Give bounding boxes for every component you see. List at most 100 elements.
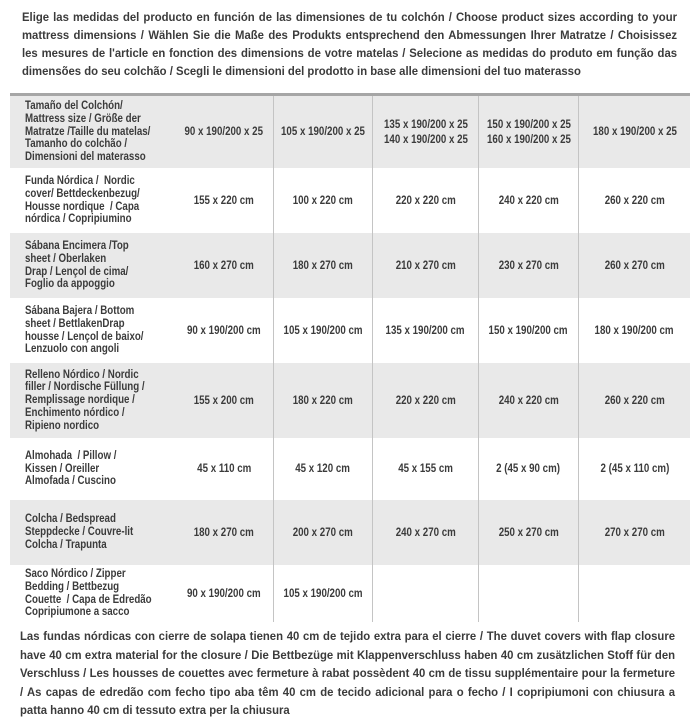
table-row-bottom-sheet: Sábana Bajera / Bottom sheet / Bettlaken…	[10, 298, 690, 363]
size-value: 180 x 190/200 cm	[594, 323, 675, 337]
size-value: 240 x 270 cm	[395, 525, 456, 539]
table-row-bedspread: Colcha / Bedspread Steppdecke / Couvre-l…	[10, 500, 690, 565]
size-value: 250 x 270 cm	[498, 525, 559, 539]
table-row-nordic-cover: Funda Nórdica / Nordic cover/ Bettdecken…	[10, 168, 690, 233]
table-row-nordic-filler: Relleno Nórdico / Nordic filler / Nordis…	[10, 363, 690, 438]
size-value: 90 x 190/200 cm	[187, 586, 261, 600]
size-cell: 180 x 220 cm	[273, 363, 372, 438]
product-name-cell: Relleno Nórdico / Nordic filler / Nordis…	[10, 363, 175, 438]
size-value: 260 x 270 cm	[604, 258, 665, 272]
size-cell: 135 x 190/200 cm	[372, 298, 478, 363]
size-value: 90 x 190/200 cm	[187, 323, 261, 337]
size-cell: 105 x 190/200 x 25	[273, 96, 372, 168]
product-name-cell: Colcha / Bedspread Steppdecke / Couvre-l…	[10, 500, 175, 565]
product-name-cell: Sábana Encimera /Top sheet / Oberlaken D…	[10, 233, 175, 298]
size-value: 180 x 190/200 x 25	[592, 125, 677, 139]
table-row-top-sheet: Sábana Encimera /Top sheet / Oberlaken D…	[10, 233, 690, 298]
note-text: Las fundas nórdicas con cierre de solapa…	[20, 629, 676, 717]
size-cell: 105 x 190/200 cm	[273, 565, 372, 622]
size-cell: 90 x 190/200 cm	[175, 565, 273, 622]
size-value: 100 x 220 cm	[292, 193, 354, 207]
size-cell: 260 x 270 cm	[578, 233, 690, 298]
product-name: Tamaño del Colchón/ Mattress size / Größ…	[25, 99, 151, 164]
product-name: Sábana Encimera /Top sheet / Oberlaken D…	[25, 238, 129, 291]
size-value: 220 x 220 cm	[395, 393, 456, 407]
size-value: 150 x 190/200 x 25 160 x 190/200 x 25	[486, 117, 571, 147]
size-cell: 150 x 190/200 cm	[478, 298, 578, 363]
size-value: 260 x 220 cm	[604, 193, 665, 207]
size-cell: 180 x 270 cm	[273, 233, 372, 298]
size-value: 135 x 190/200 x 25 140 x 190/200 x 25	[383, 117, 468, 147]
size-value: 240 x 220 cm	[498, 393, 559, 407]
product-name: Almohada / Pillow / Kissen / Oreiller Al…	[25, 448, 117, 488]
size-cell: 230 x 270 cm	[478, 233, 578, 298]
size-cell: 220 x 220 cm	[372, 168, 478, 233]
product-name-cell: Funda Nórdica / Nordic cover/ Bettdecken…	[10, 168, 175, 233]
size-cell: 220 x 220 cm	[372, 363, 478, 438]
size-cell: 260 x 220 cm	[578, 168, 690, 233]
size-table: Tamaño del Colchón/ Mattress size / Größ…	[10, 93, 690, 622]
size-value: 180 x 270 cm	[292, 258, 354, 272]
size-cell	[478, 565, 578, 622]
size-value: 210 x 270 cm	[395, 258, 456, 272]
size-value: 105 x 190/200 cm	[283, 586, 363, 600]
size-cell	[372, 565, 478, 622]
size-value: 45 x 155 cm	[398, 462, 453, 476]
size-value: 220 x 220 cm	[395, 193, 456, 207]
size-cell: 180 x 270 cm	[175, 500, 273, 565]
size-cell: 45 x 120 cm	[273, 438, 372, 500]
size-cell: 240 x 220 cm	[478, 363, 578, 438]
size-cell: 160 x 270 cm	[175, 233, 273, 298]
size-value: 155 x 200 cm	[193, 393, 255, 407]
size-value: 180 x 220 cm	[292, 393, 354, 407]
size-value: 155 x 220 cm	[193, 193, 255, 207]
size-cell: 240 x 220 cm	[478, 168, 578, 233]
size-cell: 250 x 270 cm	[478, 500, 578, 565]
size-cell: 200 x 270 cm	[273, 500, 372, 565]
size-value: 135 x 190/200 cm	[385, 323, 466, 337]
size-cell: 210 x 270 cm	[372, 233, 478, 298]
size-cell: 2 (45 x 90 cm)	[478, 438, 578, 500]
size-cell: 45 x 110 cm	[175, 438, 273, 500]
table-row-pillow: Almohada / Pillow / Kissen / Oreiller Al…	[10, 438, 690, 500]
size-value: 105 x 190/200 x 25	[281, 125, 365, 139]
product-name-cell: Tamaño del Colchón/ Mattress size / Größ…	[10, 96, 175, 168]
size-value: 160 x 270 cm	[193, 258, 255, 272]
size-cell: 155 x 220 cm	[175, 168, 273, 233]
size-cell: 260 x 220 cm	[578, 363, 690, 438]
size-cell: 90 x 190/200 cm	[175, 298, 273, 363]
size-cell: 100 x 220 cm	[273, 168, 372, 233]
size-value: 240 x 220 cm	[498, 193, 559, 207]
size-cell: 180 x 190/200 cm	[578, 298, 690, 363]
size-cell: 2 (45 x 110 cm)	[578, 438, 690, 500]
size-cell: 240 x 270 cm	[372, 500, 478, 565]
size-cell: 45 x 155 cm	[372, 438, 478, 500]
size-value: 200 x 270 cm	[292, 525, 354, 539]
intro-text: Elige las medidas del producto en funció…	[22, 10, 678, 78]
table-row-mattress-size: Tamaño del Colchón/ Mattress size / Größ…	[10, 96, 690, 168]
size-value: 45 x 120 cm	[295, 462, 351, 476]
size-value: 2 (45 x 110 cm)	[600, 462, 669, 476]
size-cell: 180 x 190/200 x 25	[578, 96, 690, 168]
size-cell: 155 x 200 cm	[175, 363, 273, 438]
size-value: 45 x 110 cm	[196, 462, 252, 476]
size-cell: 105 x 190/200 cm	[273, 298, 372, 363]
product-name: Saco Nórdico / Zipper Bedding / Bettbezu…	[25, 566, 152, 619]
product-name-cell: Sábana Bajera / Bottom sheet / Bettlaken…	[10, 298, 175, 363]
product-name: Sábana Bajera / Bottom sheet / Bettlaken…	[25, 303, 144, 356]
size-value: 260 x 220 cm	[604, 393, 665, 407]
size-value: 180 x 270 cm	[193, 525, 255, 539]
table-row-zipper-bedding: Saco Nórdico / Zipper Bedding / Bettbezu…	[10, 565, 690, 622]
size-cell: 135 x 190/200 x 25 140 x 190/200 x 25	[372, 96, 478, 168]
size-value: 150 x 190/200 cm	[488, 323, 569, 337]
product-name-cell: Almohada / Pillow / Kissen / Oreiller Al…	[10, 438, 175, 500]
size-value: 230 x 270 cm	[498, 258, 559, 272]
product-name: Colcha / Bedspread Steppdecke / Couvre-l…	[25, 512, 134, 551]
product-name: Funda Nórdica / Nordic cover/ Bettdecken…	[25, 173, 140, 226]
size-cell: 270 x 270 cm	[578, 500, 690, 565]
size-value: 90 x 190/200 x 25	[184, 125, 264, 139]
size-cell	[578, 565, 690, 622]
size-value: 105 x 190/200 cm	[283, 323, 363, 337]
size-value: 2 (45 x 90 cm)	[496, 462, 561, 476]
size-value: 270 x 270 cm	[604, 525, 665, 539]
